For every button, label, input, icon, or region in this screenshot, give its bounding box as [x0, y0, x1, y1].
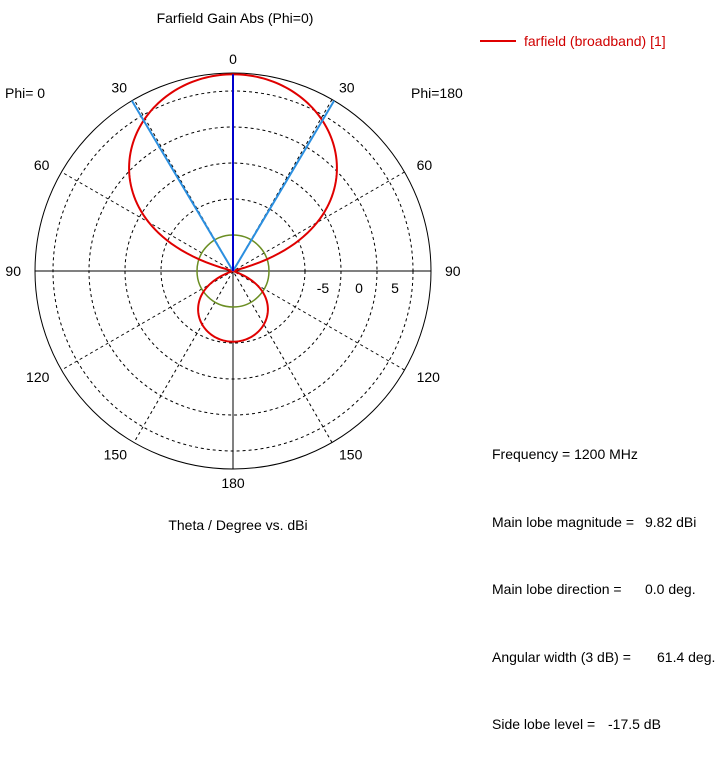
info-width-value: 61.4 deg. [657, 648, 716, 665]
info-direction-label: Main lobe direction = [492, 581, 622, 597]
angle-label: 90 [445, 263, 461, 279]
info-magnitude-label: Main lobe magnitude = [492, 513, 635, 530]
polar-chart: Farfield Gain Abs (Phi=0) Theta / Degree… [5, 10, 463, 533]
info-sidelobe-label: Side lobe level = [492, 716, 596, 732]
angle-label: 150 [104, 447, 128, 463]
phi-left-label: Phi= 0 [5, 85, 45, 101]
beamwidth-line [131, 100, 234, 272]
legend-swatch [480, 40, 516, 42]
chart-title: Farfield Gain Abs (Phi=0) [157, 10, 314, 26]
angle-label: 60 [417, 157, 433, 173]
angle-label: 30 [339, 79, 355, 95]
angle-label: 60 [34, 157, 50, 173]
angle-label: 150 [339, 447, 363, 463]
info-sidelobe-value: -17.5 dB [608, 716, 661, 732]
angle-label: 180 [221, 475, 245, 491]
angle-label: 0 [229, 51, 237, 67]
info-direction-value: 0.0 deg. [645, 581, 696, 597]
info-magnitude-value: 9.82 dBi [645, 513, 697, 530]
legend-label: farfield (broadband) [1] [524, 33, 666, 49]
info-frequency: Frequency = 1200 MHz [492, 446, 638, 462]
angle-label: 90 [5, 263, 21, 279]
radial-tick-label: 0 [355, 280, 363, 296]
info-width-label: Angular width (3 dB) = [492, 648, 631, 665]
pattern-marks [128, 73, 338, 343]
info-panel: Frequency = 1200 MHz Main lobe magnitude… [492, 398, 722, 758]
angle-label: 30 [111, 79, 127, 95]
angle-label: 120 [26, 369, 50, 385]
radial-tick-label: -5 [317, 280, 330, 296]
beamwidth-line [232, 100, 335, 272]
angle-labels: 0 30 60 90 120 150 180 150 120 90 60 30 [5, 51, 460, 491]
radial-tick-labels: -5 0 5 [317, 280, 399, 296]
angle-label: 120 [417, 369, 441, 385]
gain-pattern-line [128, 73, 338, 343]
radial-tick-label: 5 [391, 280, 399, 296]
x-axis-label: Theta / Degree vs. dBi [168, 517, 307, 533]
phi-right-label: Phi=180 [411, 85, 463, 101]
legend: farfield (broadband) [1] [480, 30, 666, 52]
